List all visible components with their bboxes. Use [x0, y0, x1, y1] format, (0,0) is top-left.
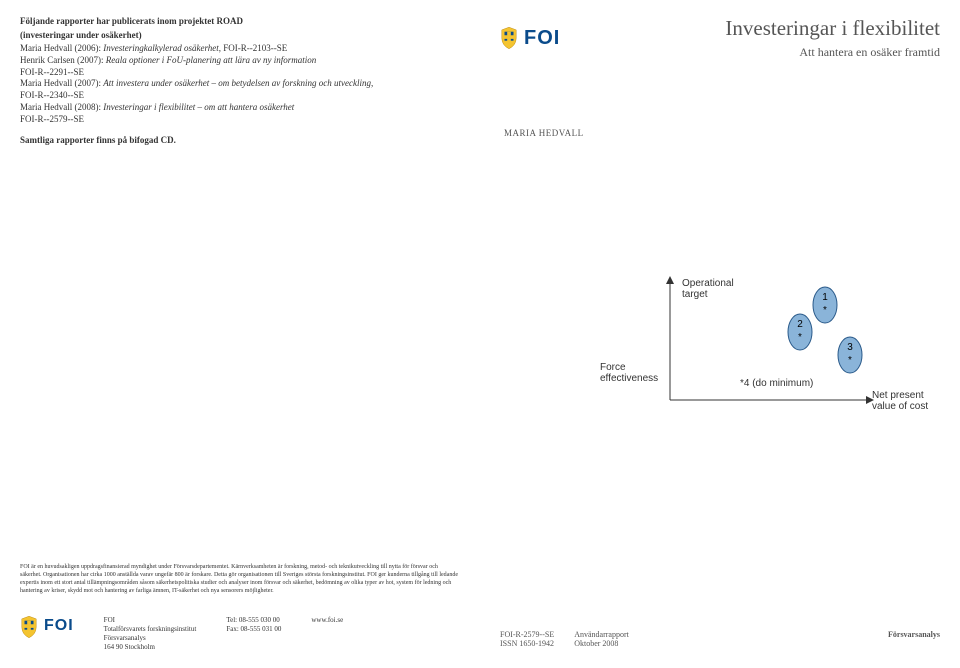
title-wrap: Investeringar i flexibilitet Att hantera…	[584, 16, 940, 60]
fax: Fax: 08-555 031 00	[226, 625, 281, 634]
pub-title: Investeringar i flexibilitet – om att ha…	[103, 102, 294, 112]
footer-type-col: Användarrapport Oktober 2008	[574, 630, 629, 648]
contact-web: www.foi.se	[311, 616, 343, 625]
pub-author: Maria Hedvall (2008):	[20, 102, 103, 112]
svg-text:2: 2	[797, 319, 803, 330]
svg-text:*: *	[798, 332, 802, 343]
publication-line: FOI-R--2579--SE	[20, 114, 460, 126]
pub-title: Att investera under osäkerhet – om betyd…	[103, 78, 373, 88]
contact-row: FOI FOI Totalförsvarets forskningsinstit…	[20, 616, 460, 652]
publication-line: Henrik Carlsen (2007): Reala optioner i …	[20, 55, 460, 67]
pub-suffix: FOI-R--2340--SE	[20, 90, 84, 100]
chart-diagram: 1 * 2 * 3 * Operational target Force eff…	[600, 270, 940, 450]
right-header: FOI Investeringar i flexibilitet Att han…	[500, 16, 940, 60]
author-name: MARIA HEDVALL	[504, 128, 940, 138]
org-name: FOI	[104, 616, 197, 625]
report-title: Investeringar i flexibilitet	[584, 16, 940, 41]
cd-note: Samtliga rapporter finns på bifogad CD.	[20, 135, 460, 145]
svg-text:*: *	[823, 305, 827, 316]
foi-logo: FOI	[500, 16, 560, 60]
crest-icon	[500, 27, 518, 49]
issn: ISSN 1650-1942	[500, 639, 554, 648]
svg-text:1: 1	[822, 292, 828, 303]
crest-icon	[20, 616, 38, 638]
publication-line: Maria Hedvall (2008): Investeringar i fl…	[20, 102, 460, 114]
y-axis-label: Operational target	[682, 278, 734, 300]
x-axis-label: Force effectiveness	[600, 362, 658, 384]
report-date: Oktober 2008	[574, 639, 629, 648]
publication-line: FOI-R--2340--SE	[20, 90, 460, 102]
right-page: FOI Investeringar i flexibilitet Att han…	[480, 0, 960, 668]
pub-suffix: FOI-R--2291--SE	[20, 67, 84, 77]
pub-suffix: FOI-R--2103--SE	[223, 43, 287, 53]
pub-author: Henrik Carlsen (2007):	[20, 55, 106, 65]
left-footer: FOI är en huvudsakligen uppdragsfinansie…	[20, 564, 460, 652]
org-full: Totalförsvarets forskningsinstitut	[104, 625, 197, 634]
publication-line: FOI-R--2291--SE	[20, 67, 460, 79]
pub-suffix: FOI-R--2579--SE	[20, 114, 84, 124]
ref-id: FOI-R-2579--SE	[500, 630, 554, 639]
publication-line: Maria Hedvall (2006): Investeringkalkyle…	[20, 43, 460, 55]
right-footer: FOI-R-2579--SE ISSN 1650-1942 Användarra…	[500, 630, 940, 648]
pub-author: Maria Hedvall (2007):	[20, 78, 103, 88]
pub-title: Investeringkalkylerad osäkerhet,	[103, 43, 223, 53]
pub-author: Maria Hedvall (2006):	[20, 43, 103, 53]
svg-text:3: 3	[847, 342, 853, 353]
contact-phone: Tel: 08-555 030 00 Fax: 08-555 031 00	[226, 616, 281, 634]
pub-heading-2: (investeringar under osäkerhet)	[20, 30, 460, 42]
left-page: Följande rapporter har publicerats inom …	[0, 0, 480, 668]
address: 164 90 Stockholm	[104, 643, 197, 652]
pub-heading-1: Följande rapporter har publicerats inom …	[20, 16, 460, 28]
footer-dept-col: Försvarsanalys	[888, 630, 940, 648]
foi-logo-text: FOI	[44, 616, 74, 637]
foi-logo: FOI	[20, 616, 74, 638]
tel: Tel: 08-555 030 00	[226, 616, 281, 625]
publication-line: Maria Hedvall (2007): Att investera unde…	[20, 78, 460, 90]
pub-title: Reala optioner i FoU-planering att lära …	[106, 55, 316, 65]
foi-logo-text: FOI	[524, 27, 560, 50]
diagram-svg: 1 * 2 * 3 *	[600, 270, 940, 450]
dept: Försvarsanalys	[104, 634, 197, 643]
report-subtitle: Att hantera en osäker framtid	[584, 45, 940, 60]
contact-address: FOI Totalförsvarets forskningsinstitut F…	[104, 616, 197, 652]
about-text: FOI är en huvudsakligen uppdragsfinansie…	[20, 564, 460, 595]
svg-text:*: *	[848, 355, 852, 366]
min-note: *4 (do minimum)	[740, 378, 813, 389]
value-label: Net present value of cost	[872, 390, 928, 412]
footer-dept: Försvarsanalys	[888, 630, 940, 639]
website: www.foi.se	[311, 616, 343, 625]
report-type: Användarrapport	[574, 630, 629, 639]
footer-ref-col: FOI-R-2579--SE ISSN 1650-1942	[500, 630, 554, 648]
